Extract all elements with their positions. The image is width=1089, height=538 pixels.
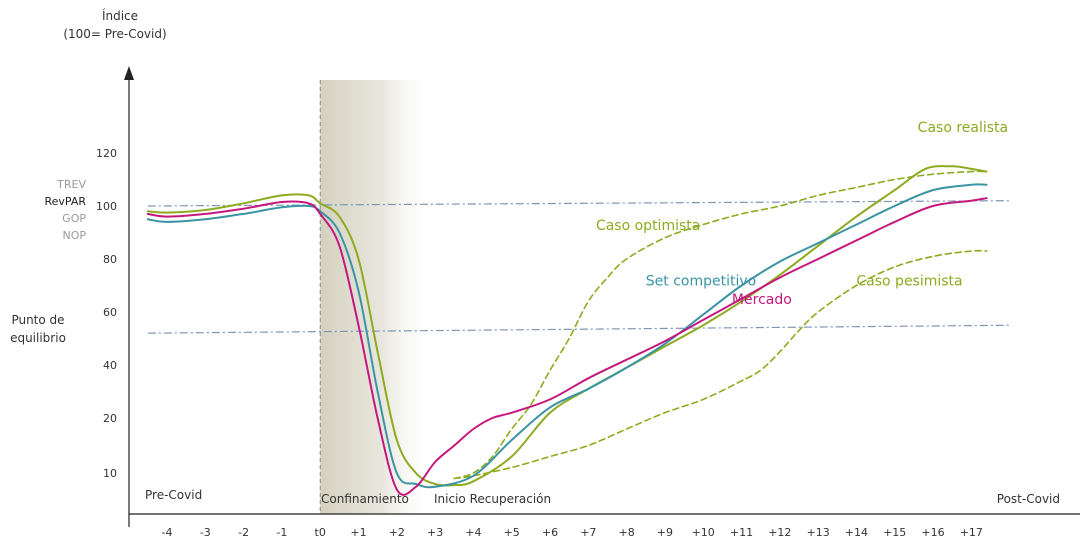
y-tick-label: 120 bbox=[96, 147, 117, 160]
label-trev: TREV bbox=[56, 178, 86, 191]
reference-line-1 bbox=[147, 324, 1010, 334]
confinement-shade bbox=[320, 80, 436, 514]
series-line-set-competitivo bbox=[146, 183, 988, 489]
x-tick-label: +2 bbox=[389, 526, 405, 538]
series-label-mercado: Mercado bbox=[732, 292, 792, 308]
x-tick-label: +16 bbox=[921, 526, 944, 538]
x-tick-label: +14 bbox=[845, 526, 868, 538]
x-tick-label: +10 bbox=[692, 526, 715, 538]
series-label-caso-pesimista: Caso pesimista bbox=[856, 274, 962, 290]
x-tick-label: +12 bbox=[768, 526, 791, 538]
series-label-caso-realista: Caso realista bbox=[918, 120, 1008, 136]
x-tick-label: -3 bbox=[200, 526, 211, 538]
series-line-caso-optimista bbox=[453, 170, 988, 480]
label-punto-line1: Punto de bbox=[11, 313, 64, 327]
y-tick-label: 10 bbox=[103, 467, 117, 480]
label-nop: NOP bbox=[62, 229, 86, 242]
x-tick-label: +3 bbox=[427, 526, 443, 538]
x-tick-label: +4 bbox=[465, 526, 481, 538]
x-tick-label: t0 bbox=[315, 526, 326, 538]
x-tick-label: +7 bbox=[580, 526, 596, 538]
x-tick-label: -1 bbox=[276, 526, 287, 538]
series-line-caso-realista bbox=[146, 165, 988, 487]
y-tick-label: 60 bbox=[103, 306, 117, 319]
series-line-mercado bbox=[146, 197, 988, 496]
x-tick-label: -4 bbox=[162, 526, 173, 538]
x-tick-label: +11 bbox=[730, 526, 753, 538]
y-tick-label: 20 bbox=[103, 412, 117, 425]
y-axis-arrow bbox=[124, 66, 134, 80]
series-line-caso-pesimista bbox=[453, 249, 988, 480]
x-tick-label: +15 bbox=[883, 526, 906, 538]
x-tick-label: +9 bbox=[657, 526, 673, 538]
x-tick-label: +6 bbox=[542, 526, 558, 538]
label-gop: GOP bbox=[62, 212, 86, 225]
y-axis-title-line2: (100= Pre-Covid) bbox=[63, 27, 166, 41]
x-tick-label: -2 bbox=[238, 526, 249, 538]
x-tick-label: +1 bbox=[350, 526, 366, 538]
x-tick-label: +17 bbox=[960, 526, 983, 538]
x-tick-label: +5 bbox=[504, 526, 520, 538]
series-label-set-competitivo: Set competitivo bbox=[646, 274, 756, 290]
label-punto-line2: equilibrio bbox=[10, 331, 66, 345]
phase-confinamiento: Confinamiento bbox=[321, 492, 409, 506]
phase-inicio-recuperacion: Inicio Recuperación bbox=[434, 492, 551, 506]
label-revpar: RevPAR bbox=[44, 195, 86, 208]
phase-post-covid: Post-Covid bbox=[997, 492, 1060, 506]
y-tick-label: 100 bbox=[96, 200, 117, 213]
x-tick-label: +13 bbox=[806, 526, 829, 538]
x-tick-label: +8 bbox=[618, 526, 634, 538]
phase-pre-covid: Pre-Covid bbox=[145, 488, 202, 502]
y-tick-label: 80 bbox=[103, 253, 117, 266]
series-label-caso-optimista: Caso optimista bbox=[596, 218, 700, 234]
y-axis-title-line1: Índice bbox=[102, 8, 138, 23]
y-tick-label: 40 bbox=[103, 359, 117, 372]
